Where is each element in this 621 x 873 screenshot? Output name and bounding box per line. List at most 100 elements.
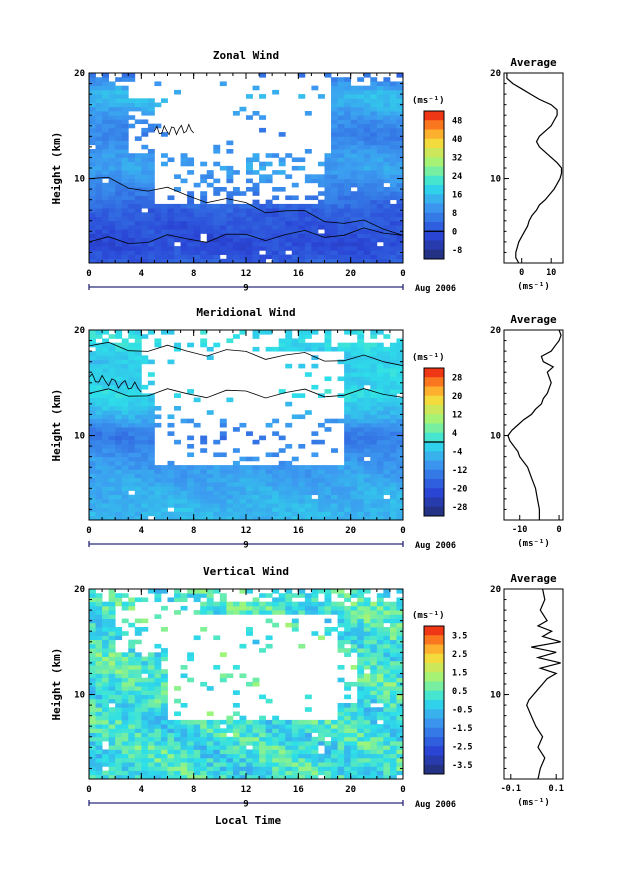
panel-title: Zonal Wind bbox=[213, 49, 279, 62]
heatmap-cell bbox=[232, 728, 240, 733]
heatmap-cell bbox=[396, 89, 404, 95]
heatmap-cell bbox=[232, 774, 240, 780]
heatmap-cell bbox=[193, 770, 201, 776]
heatmap-cell bbox=[396, 195, 404, 201]
heatmap-cell bbox=[89, 673, 96, 679]
heatmap-cell bbox=[363, 174, 371, 179]
heatmap-cell bbox=[108, 368, 116, 373]
heatmap-cell bbox=[278, 507, 286, 512]
heatmap-cell bbox=[350, 715, 358, 721]
heatmap-cell bbox=[317, 465, 325, 470]
heatmap-cell bbox=[232, 507, 240, 512]
heatmap-cell bbox=[344, 456, 352, 462]
heatmap-cell bbox=[376, 208, 384, 213]
heatmap-cell bbox=[265, 153, 273, 158]
heatmap-cell bbox=[272, 753, 280, 759]
heatmap-cell bbox=[376, 643, 384, 649]
heatmap-cell bbox=[259, 241, 267, 247]
heatmap-cell bbox=[174, 732, 181, 738]
heatmap-cell bbox=[108, 498, 116, 504]
heatmap-cell bbox=[154, 225, 162, 230]
heatmap-cell bbox=[121, 229, 129, 234]
heatmap-cell bbox=[285, 220, 293, 226]
heatmap-cell bbox=[383, 486, 391, 491]
heatmap-cell bbox=[232, 610, 240, 615]
heatmap-cell bbox=[121, 686, 129, 691]
heatmap-cell bbox=[272, 418, 280, 424]
heatmap-cell bbox=[324, 191, 332, 196]
heatmap-cell bbox=[324, 237, 332, 243]
heatmap-cell bbox=[337, 203, 345, 209]
y-axis-label: Height (km) bbox=[50, 132, 63, 205]
heatmap-cell bbox=[396, 170, 404, 175]
heatmap-cell bbox=[89, 414, 96, 420]
heatmap-cell bbox=[331, 165, 338, 171]
heatmap-cell bbox=[252, 597, 260, 603]
heatmap-cell bbox=[370, 368, 378, 373]
heatmap-cell bbox=[102, 203, 110, 209]
heatmap-cell bbox=[121, 250, 129, 255]
heatmap-cell bbox=[102, 439, 110, 445]
heatmap-cell bbox=[350, 199, 358, 205]
heatmap-cell bbox=[108, 473, 116, 479]
heatmap-cell bbox=[357, 216, 365, 222]
x-tick-label: 0 bbox=[86, 785, 91, 795]
heatmap-cell bbox=[102, 673, 110, 679]
heatmap-cell bbox=[232, 724, 240, 729]
heatmap-cell bbox=[206, 498, 214, 504]
heatmap-cell bbox=[350, 178, 358, 184]
heatmap-cell bbox=[311, 208, 319, 213]
heatmap-cell bbox=[102, 363, 110, 369]
heatmap-cell bbox=[396, 652, 404, 657]
heatmap-cell bbox=[331, 89, 338, 95]
heatmap-cell bbox=[89, 652, 96, 657]
heatmap-cell bbox=[383, 766, 391, 771]
heatmap-cell bbox=[389, 111, 397, 116]
heatmap-cell bbox=[363, 225, 371, 230]
heatmap-cell bbox=[357, 673, 365, 679]
heatmap-cell bbox=[102, 258, 110, 264]
heatmap-cell bbox=[95, 127, 103, 133]
heatmap-cell bbox=[396, 410, 404, 415]
heatmap-cell bbox=[232, 208, 240, 213]
heatmap-cell bbox=[147, 216, 155, 222]
heatmap-cell bbox=[102, 233, 110, 239]
heatmap-cell bbox=[128, 774, 136, 780]
heatmap-cell bbox=[370, 363, 378, 369]
heatmap-cell bbox=[370, 618, 378, 624]
heatmap-cell bbox=[370, 170, 378, 175]
heatmap-cell bbox=[121, 85, 129, 91]
heatmap-cell bbox=[180, 741, 188, 746]
heatmap-cell bbox=[147, 191, 155, 196]
heatmap-cell bbox=[128, 749, 136, 755]
heatmap-cell bbox=[141, 698, 149, 704]
heatmap-cell bbox=[206, 490, 214, 496]
heatmap-cell bbox=[376, 741, 384, 746]
heatmap-cell bbox=[363, 715, 371, 721]
heatmap-cell bbox=[383, 762, 391, 767]
heatmap-cell bbox=[252, 741, 260, 746]
heatmap-cell bbox=[187, 191, 195, 196]
heatmap-cell bbox=[134, 212, 142, 217]
heatmap-cell bbox=[389, 610, 397, 615]
colorbar-segment bbox=[424, 737, 444, 747]
heatmap-cell bbox=[344, 715, 352, 721]
heatmap-cell bbox=[344, 111, 352, 116]
heatmap-cell bbox=[89, 220, 96, 226]
heatmap-cell bbox=[167, 724, 175, 729]
heatmap-cell bbox=[396, 414, 404, 420]
heatmap-cell bbox=[370, 346, 378, 352]
heatmap-cell bbox=[350, 102, 358, 108]
heatmap-cell bbox=[357, 220, 365, 226]
heatmap-cell bbox=[89, 460, 96, 466]
heatmap-cell bbox=[219, 745, 227, 750]
heatmap-cell bbox=[108, 669, 116, 674]
heatmap-cell bbox=[350, 490, 358, 496]
heatmap-cell bbox=[324, 482, 332, 487]
heatmap-cell bbox=[213, 144, 221, 150]
heatmap-cell bbox=[370, 165, 378, 171]
heatmap-cell bbox=[102, 610, 110, 615]
heatmap-cell bbox=[389, 216, 397, 222]
heatmap-cell bbox=[344, 351, 352, 356]
colorbar-segment bbox=[424, 488, 444, 498]
